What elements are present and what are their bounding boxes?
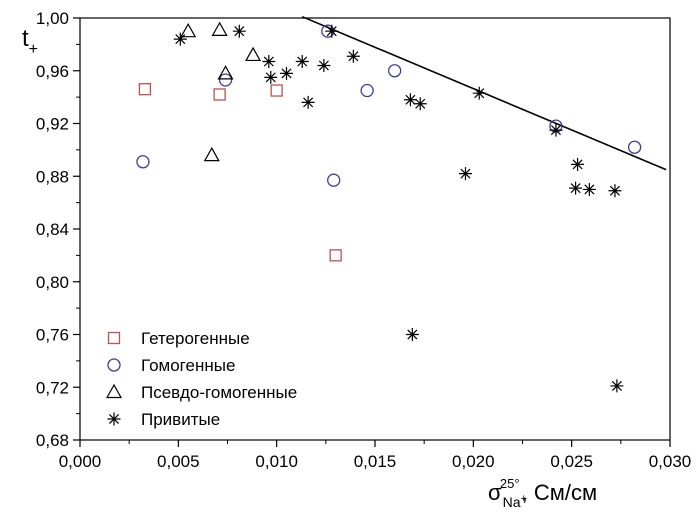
y-tick-label: 0,92 xyxy=(36,115,69,134)
y-tick-label: 0,68 xyxy=(36,431,69,450)
x-tick-label: 0,015 xyxy=(354,452,397,471)
y-axis-title: t+ xyxy=(22,25,38,58)
data-point xyxy=(610,379,624,393)
x-tick-label: 0,025 xyxy=(550,452,593,471)
y-tick-label: 1,00 xyxy=(36,9,69,28)
y-tick-label: 0,84 xyxy=(36,220,69,239)
data-point xyxy=(180,22,197,38)
x-tick-label: 0,030 xyxy=(649,452,692,471)
data-point xyxy=(301,95,315,109)
data-point xyxy=(327,173,341,187)
data-point xyxy=(405,328,419,341)
data-point xyxy=(458,167,472,181)
data-point xyxy=(403,93,417,107)
data-point xyxy=(217,65,234,80)
data-point xyxy=(571,157,585,171)
series-triangle xyxy=(180,21,262,162)
data-point xyxy=(280,66,293,80)
data-point xyxy=(346,49,360,63)
data-point xyxy=(295,55,309,69)
y-tick-label: 0,76 xyxy=(36,326,69,345)
legend-marker xyxy=(107,331,121,345)
data-point xyxy=(360,83,374,98)
data-point xyxy=(388,64,402,78)
legend-marker xyxy=(105,383,123,399)
data-point xyxy=(213,88,226,101)
x-tick-label: 0,010 xyxy=(255,452,298,471)
x-tick-label: 0,005 xyxy=(157,452,200,471)
x-tick-label: 0,000 xyxy=(59,452,102,471)
legend-label: Псевдо-гомогенные xyxy=(141,383,297,402)
data-point xyxy=(264,70,278,84)
legend-label: Гетерогенные xyxy=(141,329,250,348)
data-point xyxy=(472,86,486,100)
data-point xyxy=(245,46,262,62)
y-tick-label: 0,96 xyxy=(36,62,69,81)
data-point xyxy=(325,24,339,38)
legend-label: Привитые xyxy=(141,410,220,429)
x-tick-label: 0,020 xyxy=(452,452,495,471)
legend-marker xyxy=(107,358,121,372)
data-point xyxy=(317,58,331,72)
data-point xyxy=(329,249,342,262)
data-point xyxy=(173,32,187,46)
axes: 0,000 0,005 0,010 0,015 0,020 0,025 0,030 0,68 0… xyxy=(36,9,691,471)
data-point xyxy=(138,83,152,96)
data-point xyxy=(270,84,283,97)
legend-label: Гомогенные xyxy=(141,356,235,375)
plot-frame xyxy=(79,17,671,441)
legend-marker xyxy=(107,412,121,426)
data-point xyxy=(549,123,563,137)
series-square xyxy=(138,83,342,262)
data-points xyxy=(136,21,642,393)
data-point xyxy=(608,184,622,198)
series-circle xyxy=(136,24,642,187)
y-tick-label: 0,88 xyxy=(36,167,69,186)
data-point xyxy=(136,155,150,169)
data-point xyxy=(262,55,276,69)
series-asterisk xyxy=(173,24,624,393)
y-tick-label: 0,80 xyxy=(36,273,69,292)
data-point xyxy=(627,140,642,154)
data-point xyxy=(232,24,246,38)
data-point xyxy=(211,21,228,36)
x-axis-title: σNa+25°, См/см xyxy=(488,476,597,510)
legend: Гетерогенные Гомогенные Псевдо-гомогенные П… xyxy=(105,329,297,429)
data-point xyxy=(569,181,583,195)
data-point xyxy=(582,182,596,196)
data-point xyxy=(203,146,220,162)
data-point xyxy=(413,97,427,111)
y-tick-label: 0,72 xyxy=(36,378,69,397)
data-point xyxy=(218,73,233,87)
